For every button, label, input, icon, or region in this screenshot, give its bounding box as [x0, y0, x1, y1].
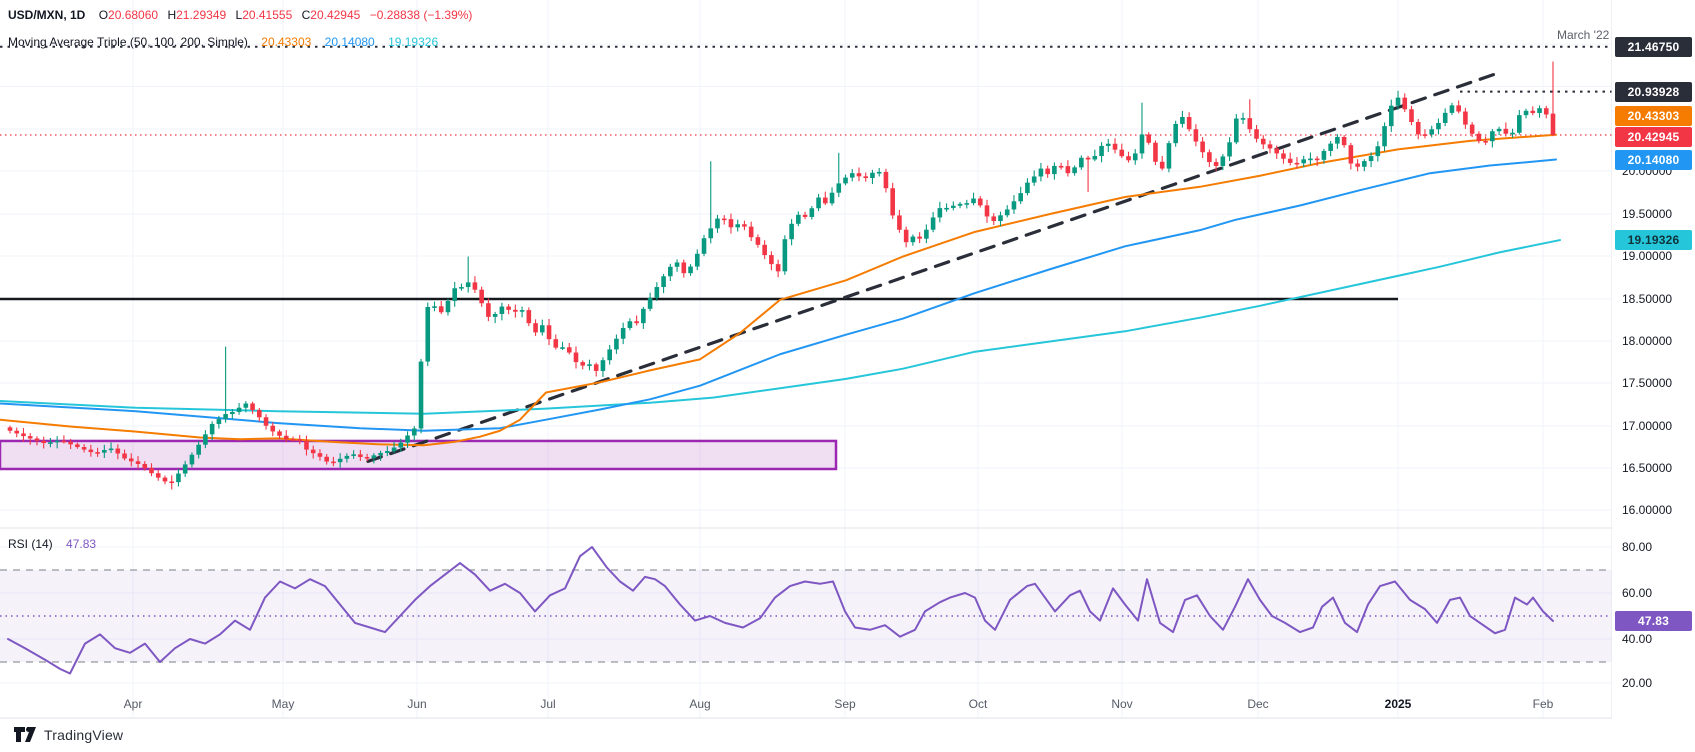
march22-annotation: March '22	[1557, 28, 1610, 42]
price-chart[interactable]	[0, 0, 1612, 752]
rsi-value: 47.83	[66, 537, 97, 551]
tradingview-logo-icon	[14, 727, 36, 742]
axis-time-label: Oct	[968, 697, 988, 711]
axis-price-label: 80.00	[1622, 540, 1653, 554]
axis-time-label: Nov	[1111, 697, 1133, 711]
axis-price-label: 19.00000	[1622, 249, 1673, 263]
axis-price-label: 17.00000	[1622, 419, 1673, 433]
price-badge: 19.19326	[1615, 230, 1692, 250]
axis-time-label: 2025	[1384, 697, 1412, 711]
axis-price-label: 18.00000	[1622, 334, 1673, 348]
axis-time-label: Feb	[1532, 697, 1554, 711]
price-badge: 20.93928	[1615, 82, 1692, 102]
ma-indicator-title: Moving Average Triple (50, 100, 200, Sim…	[8, 35, 248, 49]
price-badge: 20.42945	[1615, 127, 1692, 147]
low-value: 20.41555	[242, 8, 293, 22]
axis-price-label: 18.50000	[1622, 292, 1673, 306]
symbol-legend[interactable]: USD/MXN, 1D O20.68060 H21.29349 L20.4155…	[8, 8, 472, 22]
axis-price-label: 16.50000	[1622, 461, 1673, 475]
axis-time-label: May	[271, 697, 295, 711]
axis-time-label: Jun	[407, 697, 427, 711]
axis-price-label: 60.00	[1622, 586, 1653, 600]
tradingview-logo-text: TradingView	[44, 726, 124, 743]
time-axis[interactable]	[0, 692, 1612, 718]
open-value: 20.68060	[108, 8, 159, 22]
change-value: −0.28838 (−1.39%)	[369, 8, 473, 22]
axis-time-label: Dec	[1247, 697, 1269, 711]
close-label: C	[301, 8, 311, 22]
axis-time-label: Aug	[689, 697, 711, 711]
symbol-name: USD/MXN, 1D	[8, 8, 86, 22]
rsi-legend[interactable]: RSI (14) 47.83	[8, 537, 96, 551]
open-label: O	[98, 8, 109, 22]
price-badge: 21.46750	[1615, 37, 1692, 57]
ma100-value: 20.14080	[324, 35, 375, 49]
axis-time-label: Sep	[834, 697, 856, 711]
axis-price-label: 40.00	[1622, 632, 1653, 646]
price-badge: 20.43303	[1615, 106, 1692, 126]
low-label: L	[235, 8, 243, 22]
high-value: 21.29349	[176, 8, 227, 22]
tradingview-logo[interactable]: TradingView	[14, 726, 123, 743]
axis-price-label: 19.50000	[1622, 207, 1673, 221]
price-badge: 20.14080	[1615, 150, 1692, 170]
close-value: 20.42945	[310, 8, 361, 22]
axis-time-label: Apr	[123, 697, 143, 711]
rsi-title: RSI (14)	[8, 537, 53, 551]
price-badge: 47.83	[1615, 611, 1692, 631]
ma-indicator-legend[interactable]: Moving Average Triple (50, 100, 200, Sim…	[8, 35, 438, 49]
axis-price-label: 20.00	[1622, 676, 1653, 690]
high-label: H	[167, 8, 177, 22]
axis-price-label: 16.00000	[1622, 503, 1673, 517]
axis-time-label: Jul	[540, 697, 556, 711]
ma200-value: 19.19326	[388, 35, 439, 49]
axis-price-label: 17.50000	[1622, 376, 1673, 390]
ma50-value: 20.43303	[261, 35, 312, 49]
